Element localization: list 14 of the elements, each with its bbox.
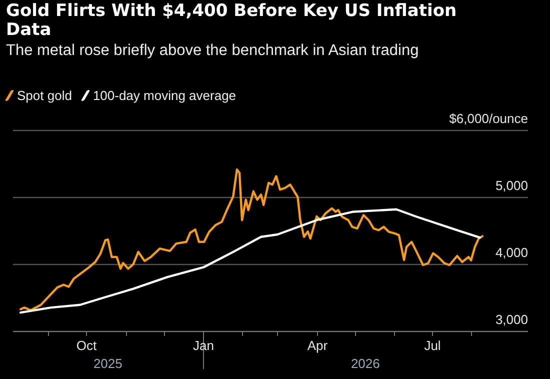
- x-tick-label: Oct: [76, 338, 97, 354]
- text: 2025: [93, 356, 122, 372]
- y-tick-label: 3,000: [495, 312, 528, 328]
- legend-label: 100-day moving average: [92, 88, 236, 103]
- y-tick-label: 5,000: [495, 178, 528, 194]
- x-tick-label: Jul: [424, 338, 441, 354]
- chart-subtitle: The metal rose briefly above the benchmark in Asian trading: [6, 41, 420, 60]
- legend-label: Spot gold: [17, 88, 72, 103]
- x-tick-label: Jan: [193, 338, 214, 354]
- y-tick-label: $6,000/ounce: [449, 111, 528, 126]
- x-tick-label: Apr: [307, 338, 328, 354]
- y-tick-label: 4,000: [495, 245, 528, 260]
- chart-title: Gold Flirts With $4,400 Before Key US Inflation Data: [6, 1, 458, 40]
- text: 2026: [350, 356, 380, 372]
